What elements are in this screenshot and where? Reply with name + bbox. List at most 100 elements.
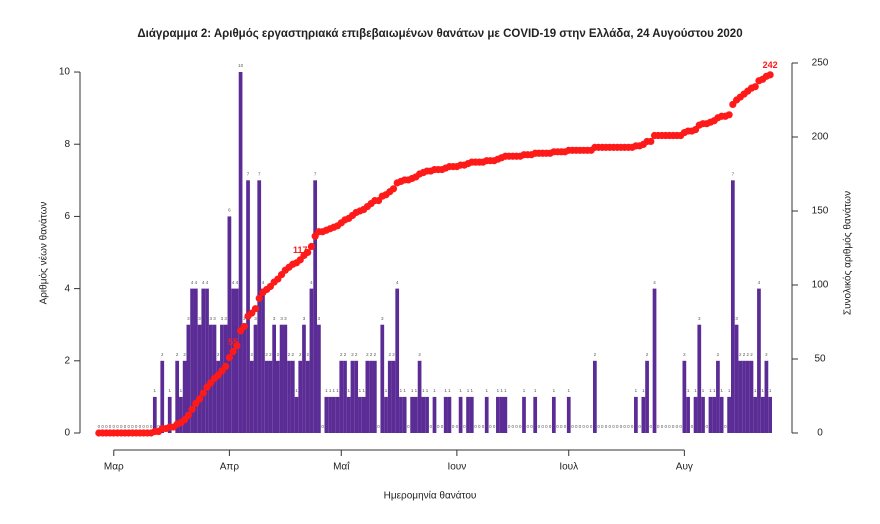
bar-value-label: 3 [221, 316, 224, 321]
bar-value-label: 0 [142, 424, 145, 429]
bar-value-label: 1 [702, 388, 705, 393]
bar-value-label: 2 [351, 352, 354, 357]
bar [231, 288, 235, 433]
bar [641, 396, 646, 433]
bar [328, 396, 332, 433]
line-point [229, 348, 237, 356]
bar-value-label: 0 [157, 424, 160, 429]
bar [298, 360, 303, 433]
bar [358, 396, 362, 433]
bar-value-label: 0 [638, 424, 641, 429]
line-point [240, 322, 248, 331]
bar-value-label: 1 [720, 388, 723, 393]
y-tick-label: 6 [64, 211, 70, 222]
line-point [725, 111, 733, 119]
bar-value-label: 2 [418, 352, 421, 357]
line-value-label: 242 [763, 60, 778, 70]
bar-value-label: 2 [392, 352, 395, 357]
bar-value-label: 4 [236, 280, 239, 285]
bar-value-label: 0 [101, 424, 104, 429]
bar-value-label: 1 [329, 388, 332, 393]
bar-value-label: 0 [616, 424, 619, 429]
bar-value-label: 2 [306, 352, 309, 357]
bar [227, 216, 232, 433]
bar-value-label: 0 [538, 424, 541, 429]
bar-value-label: 0 [437, 424, 440, 429]
bar-value-label: 1 [635, 388, 638, 393]
bar-value-label: 2 [299, 352, 302, 357]
bar [152, 396, 157, 433]
bar-value-label: 2 [747, 352, 750, 357]
bar-value-label: 3 [735, 316, 738, 321]
bar-value-label: 1 [642, 388, 645, 393]
bar-value-label: 3 [698, 316, 701, 321]
bar-value-label: 2 [355, 352, 358, 357]
bar [719, 396, 724, 433]
bar [716, 360, 720, 433]
bar [201, 288, 206, 433]
bar-value-label: 0 [98, 424, 101, 429]
bar [283, 324, 288, 433]
bar-value-label: 0 [105, 424, 108, 429]
bar-value-label: 1 [433, 388, 436, 393]
bar-value-label: 10 [238, 63, 244, 68]
bar [745, 360, 750, 433]
bar-value-label: 0 [120, 424, 123, 429]
bar [499, 396, 504, 433]
bar-value-label: 1 [694, 388, 697, 393]
bar-value-label: 2 [217, 352, 220, 357]
bar [264, 360, 269, 433]
bar-value-label: 2 [265, 352, 268, 357]
bar [313, 180, 318, 433]
bar [727, 396, 731, 433]
y-axis-title: Αριθμός νέων θανάτων [38, 202, 50, 305]
bar-value-label: 2 [251, 352, 254, 357]
bar-value-label: 2 [374, 352, 377, 357]
bar-value-label: 1 [769, 388, 772, 393]
bar-value-label: 0 [512, 424, 515, 429]
bar-value-label: 1 [426, 388, 429, 393]
bar-value-label: 4 [758, 280, 761, 285]
bar [522, 396, 526, 433]
bar-value-label: 0 [579, 424, 582, 429]
bar-value-label: 2 [366, 352, 369, 357]
bar-value-label: 7 [258, 172, 261, 177]
bar-value-label: 1 [504, 388, 507, 393]
bar-value-label: 2 [277, 352, 280, 357]
bar-value-label: 2 [594, 352, 597, 357]
bar-value-label: 3 [273, 316, 276, 321]
bar [223, 324, 228, 433]
bar-value-label: 0 [545, 424, 548, 429]
bar [305, 360, 310, 433]
bar-value-label: 0 [623, 424, 626, 429]
bar-value-label: 1 [534, 388, 537, 393]
bar-value-label: 2 [739, 352, 742, 357]
bar [279, 324, 284, 433]
bar-value-label: 0 [571, 424, 574, 429]
y2-tick-label: 250 [812, 58, 829, 69]
bar-value-label: 4 [262, 280, 265, 285]
y-tick-label: 10 [59, 67, 71, 78]
bar-value-label: 1 [385, 388, 388, 393]
bar [290, 360, 295, 433]
bar-value-label: 7 [732, 172, 735, 177]
bar [387, 360, 392, 433]
bar-value-label: 1 [154, 388, 157, 393]
bar [734, 324, 739, 433]
bar [395, 288, 400, 433]
bar [757, 288, 761, 433]
bar-value-label: 4 [396, 280, 399, 285]
y2-tick-label: 150 [812, 206, 829, 217]
bar [324, 396, 329, 433]
bar-value-label: 0 [556, 424, 559, 429]
bar-value-label: 3 [303, 316, 306, 321]
bar [365, 360, 370, 433]
bar-value-label: 0 [631, 424, 634, 429]
bar [443, 396, 448, 433]
bar-value-label: 0 [549, 424, 552, 429]
bar-value-label: 2 [161, 352, 164, 357]
bar-value-label: 1 [500, 388, 503, 393]
y2-tick-label: 0 [817, 428, 823, 439]
bar [302, 324, 306, 433]
bar-value-label: 0 [127, 424, 130, 429]
